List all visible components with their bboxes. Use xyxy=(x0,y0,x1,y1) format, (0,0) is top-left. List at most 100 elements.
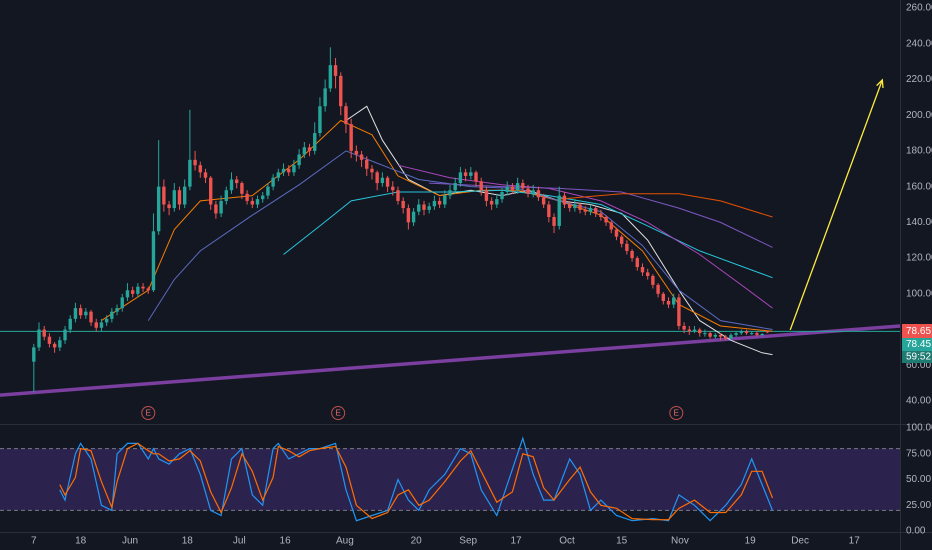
candle-body xyxy=(78,308,83,316)
candle-body xyxy=(510,186,515,191)
y-tick-label: 100.00 xyxy=(906,423,932,434)
candle-body xyxy=(588,208,593,212)
candle-body xyxy=(255,199,260,205)
candle-body xyxy=(297,154,301,166)
candle-body xyxy=(198,165,202,173)
arrow-line xyxy=(789,79,883,331)
candle-body xyxy=(375,172,379,184)
candle-body xyxy=(463,172,468,176)
earnings-label: E xyxy=(335,409,340,418)
candle-body xyxy=(484,190,489,201)
candle-body xyxy=(677,297,681,326)
candle-body xyxy=(235,179,239,184)
x-tick-label: 19 xyxy=(745,536,757,547)
y-tick-label: 240.00 xyxy=(906,38,932,49)
countdown-box xyxy=(902,351,932,363)
moving-average xyxy=(397,164,773,309)
y-tick-label: 40.00 xyxy=(906,396,931,407)
candle-body xyxy=(110,311,114,319)
candle-body xyxy=(489,200,494,205)
moving-average xyxy=(147,150,773,330)
x-tick-label: 17 xyxy=(511,536,523,547)
candle-body xyxy=(42,329,46,337)
candle-body xyxy=(635,258,639,268)
candle-body xyxy=(396,190,400,201)
candle-body xyxy=(167,204,171,209)
candle-body xyxy=(671,297,676,305)
candle-body xyxy=(521,183,525,189)
x-tick-label: 18 xyxy=(182,536,194,547)
candle-body xyxy=(583,209,587,212)
candle-body xyxy=(281,168,286,173)
candle-body xyxy=(718,334,723,337)
moving-average xyxy=(559,193,773,218)
candle-body xyxy=(724,336,728,339)
y-tick-label: 60.00 xyxy=(906,360,931,371)
candle-body xyxy=(469,172,473,176)
y-tick-label: 200.00 xyxy=(906,110,932,121)
candle-body xyxy=(58,340,62,348)
candle-body xyxy=(552,217,556,226)
candle-body xyxy=(599,213,603,218)
last-price: 78.65 xyxy=(906,326,931,337)
candle-body xyxy=(37,329,41,348)
candle-body xyxy=(645,272,650,276)
candle-body xyxy=(130,290,135,294)
y-tick-label: 260.00 xyxy=(906,3,932,14)
candle-body xyxy=(609,222,613,230)
ma-value-box xyxy=(902,338,932,351)
candle-body xyxy=(370,168,374,173)
y-tick-label: 220.00 xyxy=(906,74,932,85)
candle-body xyxy=(302,147,307,155)
candle-body xyxy=(505,186,509,192)
candle-body xyxy=(422,204,426,210)
candle-body xyxy=(224,190,229,201)
candle-body xyxy=(47,336,52,344)
candle-body xyxy=(349,124,353,151)
last-price-box xyxy=(902,324,932,338)
y-tick-label: 140.00 xyxy=(906,217,932,228)
candle-body xyxy=(687,329,692,332)
earnings-marker xyxy=(331,406,346,420)
candle-body xyxy=(380,177,385,184)
candle-body xyxy=(313,133,317,151)
y-tick-label: 120.00 xyxy=(906,253,932,264)
candle-body xyxy=(562,195,567,205)
candle-body xyxy=(630,250,634,259)
candle-body xyxy=(182,186,187,205)
candle-body xyxy=(750,333,754,335)
candle-body xyxy=(406,208,411,223)
candle-body xyxy=(32,347,36,362)
countdown: 59:52 xyxy=(906,352,931,363)
candle-body xyxy=(162,186,166,205)
x-tick-label: Oct xyxy=(559,536,575,547)
earnings-marker xyxy=(669,406,684,420)
candle-body xyxy=(156,186,161,232)
candle-body xyxy=(744,331,749,334)
candle-body xyxy=(500,191,504,200)
candle-body xyxy=(339,75,343,107)
candle-body xyxy=(619,236,624,244)
candle-body xyxy=(151,231,156,291)
candle-body xyxy=(136,286,140,294)
candle-body xyxy=(432,200,437,207)
candle-body xyxy=(323,88,327,107)
candle-body xyxy=(68,318,72,330)
candle-body xyxy=(401,200,405,209)
x-tick-label: 20 xyxy=(411,536,423,547)
candle-body xyxy=(141,286,145,289)
band xyxy=(0,448,900,511)
candle-body xyxy=(578,204,582,210)
candle-body xyxy=(708,333,712,337)
earnings-label: E xyxy=(146,409,151,418)
candle-body xyxy=(573,204,577,209)
candle-body xyxy=(89,311,93,323)
candle-body xyxy=(515,183,520,191)
candle-body xyxy=(625,243,629,251)
ma-value: 78.45 xyxy=(906,339,931,350)
candle-body xyxy=(359,154,364,160)
candle-body xyxy=(692,329,697,332)
candle-body xyxy=(385,177,390,187)
candle-body xyxy=(531,190,535,194)
